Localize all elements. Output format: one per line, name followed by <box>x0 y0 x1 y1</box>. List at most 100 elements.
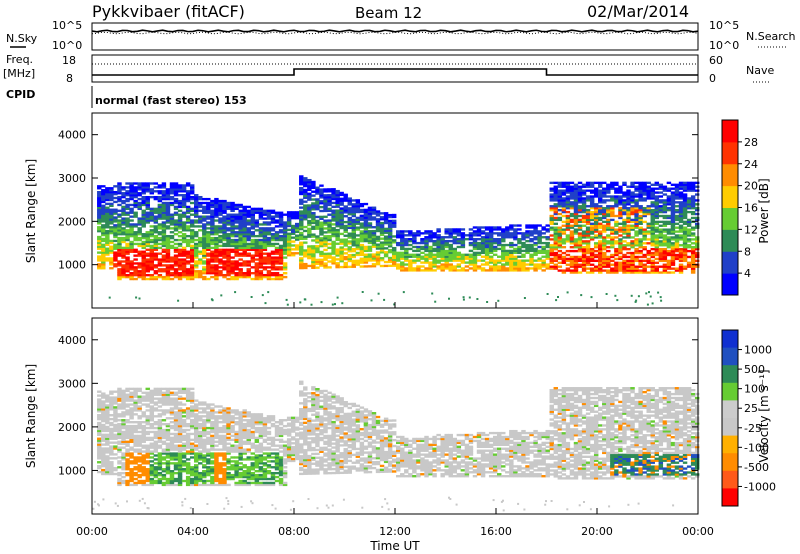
range-gate-cell <box>97 196 102 200</box>
range-gate-cell <box>497 232 502 235</box>
range-gate-cell <box>391 260 397 263</box>
range-gate-cell <box>593 210 599 214</box>
range-gate-cell <box>573 222 579 225</box>
range-gate-cell <box>169 260 175 263</box>
range-gate-cell <box>565 187 571 190</box>
range-gate-cell <box>185 215 191 218</box>
range-gate-cell <box>565 228 571 231</box>
range-gate-cell <box>462 296 465 299</box>
range-gate-cell <box>456 253 462 256</box>
range-gate-cell <box>101 257 106 260</box>
range-gate-cell <box>553 230 559 233</box>
range-gate-cell <box>440 241 445 245</box>
range-gate-cell <box>593 228 599 231</box>
range-gate-cell <box>674 240 680 243</box>
range-gate-cell <box>529 257 534 260</box>
range-gate-cell <box>210 266 215 269</box>
range-gate-cell <box>589 207 595 210</box>
range-gate-cell <box>113 191 118 194</box>
range-gate-cell <box>569 205 575 208</box>
range-gate-cell <box>351 224 357 227</box>
range-gate-cell <box>149 207 155 211</box>
range-gate-cell <box>521 236 526 239</box>
range-gate-cell <box>238 270 243 273</box>
range-gate-cell <box>238 234 243 238</box>
range-gate-cell <box>396 259 401 262</box>
range-gate-cell <box>121 233 126 236</box>
range-gate-cell <box>206 248 211 251</box>
range-gate-cell <box>432 234 437 237</box>
range-gate-cell <box>347 246 352 249</box>
range-gate-cell <box>626 220 631 224</box>
range-gate-cell <box>658 224 664 227</box>
range-gate-cell <box>101 233 106 237</box>
range-gate-cell <box>375 261 381 264</box>
range-gate-cell <box>101 408 106 411</box>
range-gate-cell <box>133 391 138 394</box>
range-gate-cell <box>682 236 688 239</box>
range-gate-cell <box>303 200 308 203</box>
range-gate-cell <box>311 264 316 268</box>
range-gate-cell <box>125 399 130 402</box>
range-gate-cell <box>238 275 243 279</box>
range-gate-cell <box>290 217 296 220</box>
range-gate-cell <box>169 456 175 459</box>
range-gate-cell <box>424 236 429 239</box>
range-gate-cell <box>630 228 635 231</box>
range-gate-cell <box>448 265 453 268</box>
range-gate-cell <box>517 245 522 249</box>
range-gate-cell <box>234 291 237 294</box>
range-gate-cell <box>472 234 478 237</box>
range-gate-cell <box>266 227 272 230</box>
range-gate-cell <box>286 242 292 245</box>
range-gate-cell <box>577 257 583 261</box>
range-gate-cell <box>436 255 441 258</box>
range-gate-cell <box>222 242 227 246</box>
range-gate-cell <box>589 191 595 194</box>
range-gate-cell <box>456 257 462 260</box>
range-gate-cell <box>460 232 466 235</box>
range-gate-cell <box>125 393 130 396</box>
range-gate-cell <box>585 249 591 253</box>
range-gate-cell <box>177 244 183 248</box>
range-gate-cell <box>347 201 352 204</box>
range-gate-cell <box>645 292 648 295</box>
range-gate-cell <box>678 224 684 227</box>
range-gate-cell <box>533 232 538 235</box>
range-gate-cell <box>109 239 114 243</box>
range-gate-cell <box>626 259 631 263</box>
range-gate-cell <box>173 229 179 232</box>
range-gate-cell <box>525 224 530 227</box>
range-gate-cell <box>387 227 393 230</box>
range-gate-cell <box>137 450 142 453</box>
range-gate-cell <box>145 207 150 211</box>
range-gate-cell <box>202 209 207 212</box>
range-gate-cell <box>614 271 619 274</box>
range-gate-cell <box>323 242 328 246</box>
range-gate-cell <box>400 230 405 233</box>
range-gate-cell <box>270 227 276 230</box>
range-gate-cell <box>270 268 276 271</box>
range-gate-cell <box>133 270 138 273</box>
range-gate-cell <box>145 219 150 222</box>
range-gate-cell <box>606 191 611 194</box>
range-gate-cell <box>598 216 603 220</box>
range-gate-cell <box>210 256 215 259</box>
range-gate-cell <box>125 192 130 195</box>
range-gate-cell <box>355 218 361 222</box>
range-gate-cell <box>488 234 494 237</box>
range-gate-cell <box>157 473 163 477</box>
range-gate-cell <box>113 390 118 393</box>
range-gate-cell <box>109 406 114 409</box>
range-gate-cell <box>295 226 300 230</box>
range-gate-cell <box>145 477 150 481</box>
range-gate-cell <box>630 263 635 266</box>
range-gate-cell <box>573 230 579 233</box>
range-gate-cell <box>335 213 340 216</box>
range-gate-cell <box>371 231 377 235</box>
range-gate-cell <box>488 228 494 231</box>
range-gate-cell <box>682 193 688 196</box>
range-gate-cell <box>125 452 130 455</box>
nsearch-tick-bottom: 10^0 <box>709 39 739 52</box>
range-gate-cell <box>606 257 611 261</box>
